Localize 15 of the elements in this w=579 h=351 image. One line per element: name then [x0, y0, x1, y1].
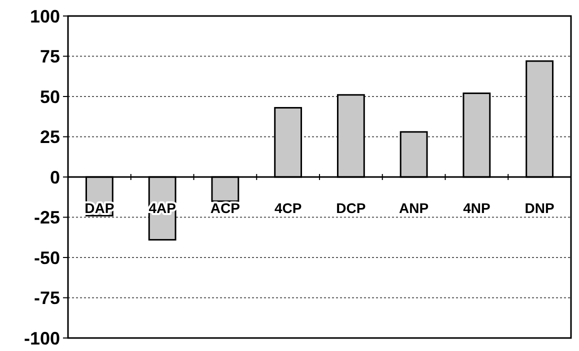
x-tick-label: 4CP	[274, 200, 302, 216]
y-tick-label: 75	[40, 46, 60, 67]
x-tick-label: DCP	[336, 200, 366, 216]
x-tick-label: 4NP	[463, 200, 490, 216]
y-tick-label: -50	[34, 248, 60, 268]
y-tick-label: 0	[50, 167, 60, 188]
y-tick-label: -100	[24, 328, 60, 348]
x-tick-label: ACP	[210, 200, 240, 216]
x-tick-label: DNP	[524, 200, 554, 216]
x-tick-label: ANP	[399, 200, 429, 216]
y-tick-label: 50	[40, 86, 60, 107]
y-tick-label: -75	[34, 288, 60, 308]
y-tick-label: 100	[30, 6, 60, 26]
y-tick-label: -25	[34, 208, 60, 228]
y-tick-label: 25	[40, 127, 60, 148]
